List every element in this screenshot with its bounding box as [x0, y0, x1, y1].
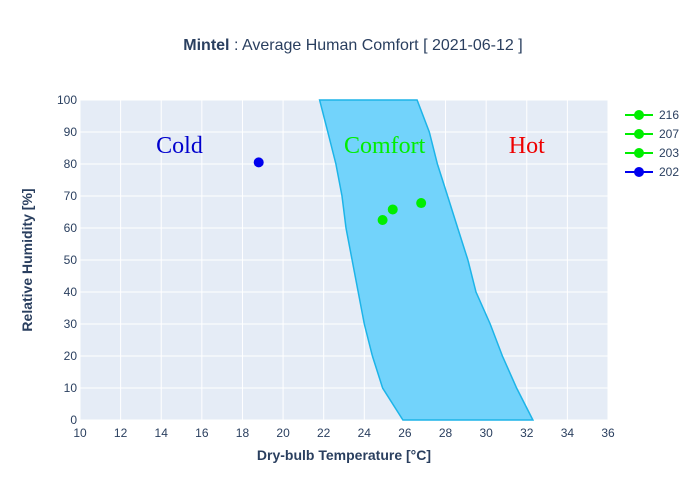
y-tick-label: 100	[57, 93, 77, 107]
x-tick-label: 26	[398, 426, 412, 440]
x-tick-labels: 10 12 14 16 18 20 22 24 26 28 30 32 34 36	[73, 426, 615, 440]
legend-label: 203	[659, 146, 679, 160]
legend-label: 207	[659, 127, 679, 141]
y-tick-label: 10	[64, 381, 78, 395]
point-216[interactable]	[416, 198, 427, 209]
y-tick-label: 60	[64, 221, 78, 235]
y-tick-label: 80	[64, 157, 78, 171]
x-tick-label: 22	[317, 426, 331, 440]
legend-label: 202	[659, 165, 679, 179]
x-tick-label: 34	[561, 426, 575, 440]
legend-item-203[interactable]: 203	[625, 146, 679, 160]
x-tick-label: 10	[73, 426, 87, 440]
zone-label-comfort: Comfort	[344, 133, 426, 159]
x-tick-label: 14	[155, 426, 169, 440]
x-tick-label: 20	[276, 426, 290, 440]
x-axis-title: Dry-bulb Temperature [°C]	[257, 447, 431, 463]
y-tick-labels: 0 10 20 30 40 50 60 70 80 90 100	[57, 93, 77, 427]
zone-label-hot: Hot	[509, 133, 545, 159]
x-tick-label: 16	[195, 426, 209, 440]
legend-label: 216	[659, 108, 679, 122]
y-tick-label: 30	[64, 317, 78, 331]
chart-title: Mintel : Average Human Comfort [ 2021-06…	[183, 37, 522, 54]
y-tick-label: 70	[64, 189, 78, 203]
x-tick-label: 28	[439, 426, 453, 440]
point-202[interactable]	[253, 157, 264, 168]
y-tick-label: 0	[70, 413, 77, 427]
legend-item-216[interactable]: 216	[625, 108, 679, 122]
x-tick-label: 36	[601, 426, 615, 440]
point-207[interactable]	[387, 204, 398, 215]
chart-title-rest: : Average Human Comfort [ 2021-06-12 ]	[230, 37, 523, 54]
chart-title-bold: Mintel	[183, 37, 229, 54]
data-points	[253, 157, 427, 225]
x-tick-label: 32	[520, 426, 534, 440]
x-tick-label: 24	[358, 426, 372, 440]
x-tick-label: 18	[236, 426, 250, 440]
legend[interactable]: 216 207 203 202	[625, 108, 679, 179]
y-tick-label: 50	[64, 253, 78, 267]
comfort-zone-group	[318, 99, 535, 421]
legend-item-207[interactable]: 207	[625, 127, 679, 141]
zone-labels: Cold Comfort Hot	[156, 133, 545, 159]
x-tick-label: 12	[114, 426, 128, 440]
y-tick-label: 90	[64, 125, 78, 139]
legend-item-202[interactable]: 202	[625, 165, 679, 179]
legend-marker	[634, 110, 644, 120]
x-tick-label: 30	[479, 426, 493, 440]
legend-marker	[634, 148, 644, 158]
point-203[interactable]	[377, 215, 388, 225]
legend-marker	[634, 129, 644, 139]
legend-marker	[634, 167, 644, 177]
y-tick-label: 40	[64, 285, 78, 299]
y-tick-label: 20	[64, 349, 78, 363]
y-axis-title: Relative Humidity [%]	[19, 188, 35, 331]
comfort-zone-area	[318, 99, 535, 421]
zone-label-cold: Cold	[156, 133, 203, 159]
